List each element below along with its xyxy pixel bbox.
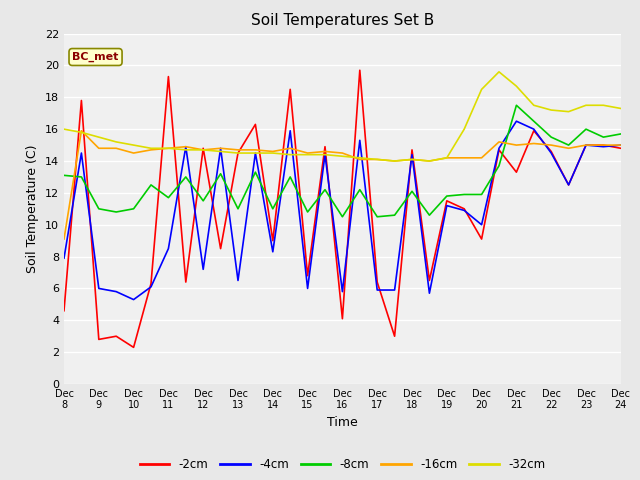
Y-axis label: Soil Temperature (C): Soil Temperature (C) (26, 144, 39, 273)
Legend: -2cm, -4cm, -8cm, -16cm, -32cm: -2cm, -4cm, -8cm, -16cm, -32cm (135, 453, 550, 475)
Title: Soil Temperatures Set B: Soil Temperatures Set B (251, 13, 434, 28)
X-axis label: Time: Time (327, 416, 358, 429)
Text: BC_met: BC_met (72, 52, 119, 62)
